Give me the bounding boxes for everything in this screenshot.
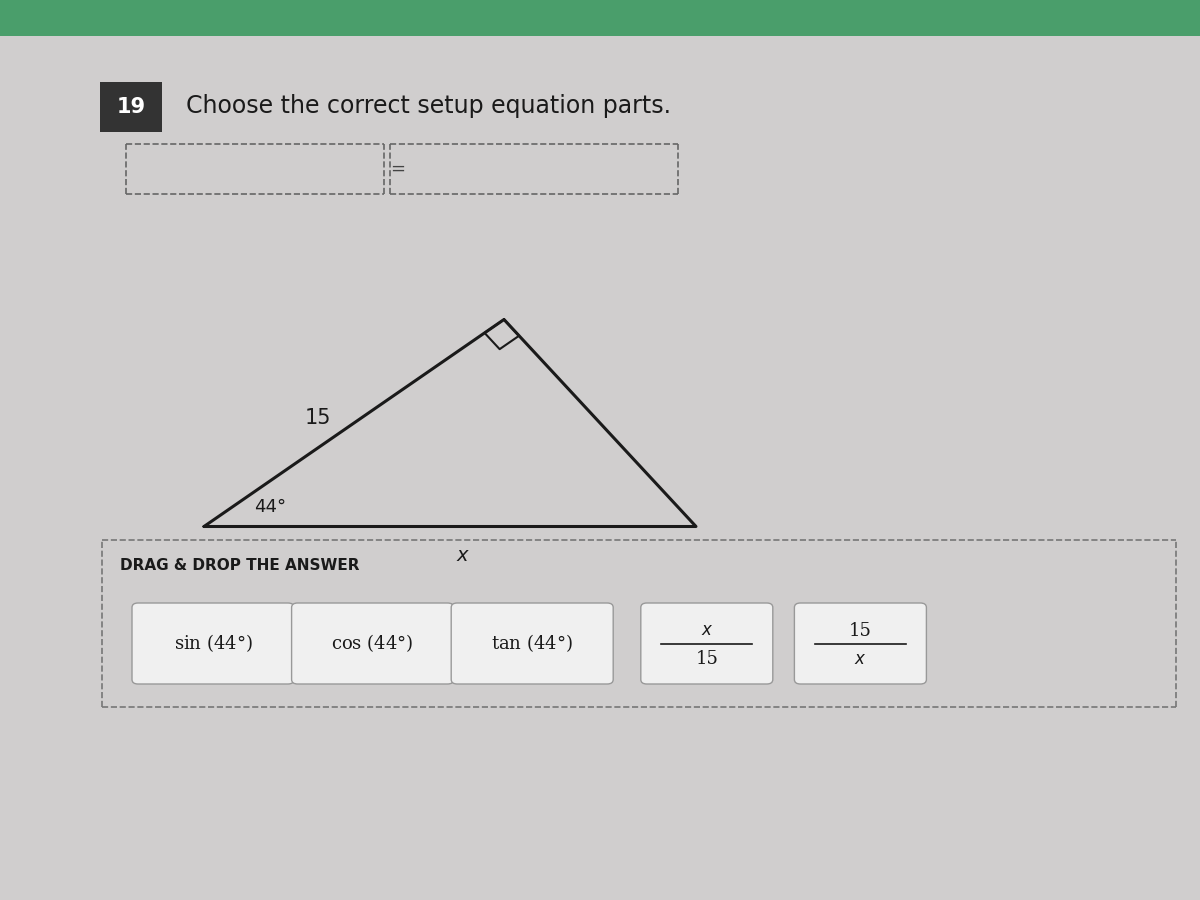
FancyBboxPatch shape [100,82,162,132]
Text: sin (44$\degree$): sin (44$\degree$) [174,633,252,654]
Text: =: = [390,160,406,178]
Text: DRAG & DROP THE ANSWER: DRAG & DROP THE ANSWER [120,558,360,572]
FancyBboxPatch shape [292,603,454,684]
FancyBboxPatch shape [641,603,773,684]
Text: 15: 15 [305,409,331,428]
Bar [0,0,1200,36]
Text: x: x [456,545,468,565]
FancyBboxPatch shape [132,603,294,684]
Text: 19: 19 [116,97,145,117]
Text: $x$: $x$ [854,651,866,668]
Text: Choose the correct setup equation parts.: Choose the correct setup equation parts. [186,94,671,118]
Text: $x$: $x$ [701,622,713,639]
Text: 15: 15 [848,622,872,640]
FancyBboxPatch shape [451,603,613,684]
Text: tan (44$\degree$): tan (44$\degree$) [491,633,574,654]
Text: 44°: 44° [254,498,287,516]
FancyBboxPatch shape [794,603,926,684]
Text: 15: 15 [695,651,719,669]
Text: cos (44$\degree$): cos (44$\degree$) [331,633,414,654]
